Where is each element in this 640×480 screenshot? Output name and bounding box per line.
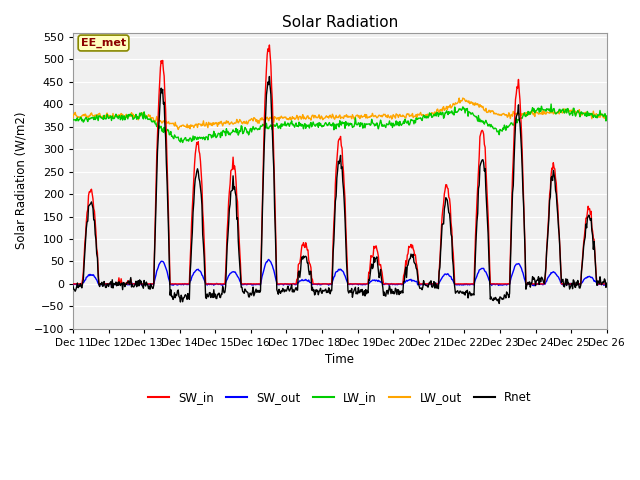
SW_in (241, 281, 248, 287)
Title: Solar Radiation: Solar Radiation (282, 15, 398, 30)
LW_in (547, 101, 555, 107)
SW_out (241, 282, 248, 288)
SW_out (417, 282, 424, 288)
Legend: SW_in, SW_out, LW_in, LW_out, Rnet: SW_in, SW_out, LW_in, LW_out, Rnet (143, 386, 537, 409)
SW_in (269, 127, 277, 132)
Line: SW_out: SW_out (73, 260, 640, 286)
SW_out (291, 282, 298, 288)
LW_in (637, 148, 640, 154)
Rnet (69, 283, 77, 289)
LW_in (290, 123, 298, 129)
LW_in (636, 150, 640, 156)
SW_in (637, 281, 640, 287)
Rnet (449, 255, 456, 261)
LW_out (241, 120, 249, 126)
LW_out (637, 118, 640, 124)
SW_in (266, 42, 273, 48)
Rnet (291, 288, 298, 294)
Rnet (269, 151, 277, 156)
LW_in (241, 128, 248, 134)
Line: SW_in: SW_in (73, 45, 640, 284)
SW_out (69, 282, 77, 288)
X-axis label: Time: Time (325, 353, 355, 366)
Y-axis label: Solar Radiation (W/m2): Solar Radiation (W/m2) (15, 112, 28, 250)
Rnet (136, 277, 143, 283)
SW_out (637, 282, 640, 288)
Rnet (637, 310, 640, 315)
SW_in (136, 281, 143, 287)
SW_out (449, 276, 456, 282)
LW_in (136, 110, 143, 116)
LW_out (291, 117, 298, 122)
SW_in (417, 281, 424, 287)
SW_out (136, 281, 143, 287)
LW_in (69, 117, 77, 123)
Rnet (241, 290, 248, 296)
SW_out (269, 265, 277, 271)
LW_out (69, 115, 77, 120)
SW_in (449, 243, 456, 249)
LW_in (448, 108, 456, 114)
LW_out (269, 114, 277, 120)
Line: LW_in: LW_in (73, 104, 640, 153)
SW_in (291, 281, 298, 287)
LW_out (459, 95, 467, 101)
LW_in (269, 127, 276, 132)
LW_out (174, 127, 182, 132)
LW_out (417, 109, 424, 115)
LW_in (416, 115, 424, 121)
Rnet (266, 73, 273, 79)
LW_out (449, 103, 456, 108)
Line: LW_out: LW_out (73, 98, 640, 130)
SW_out (265, 257, 273, 263)
Rnet (417, 286, 424, 291)
Rnet (635, 312, 640, 317)
SW_in (69, 281, 77, 287)
Line: Rnet: Rnet (73, 76, 640, 314)
Text: EE_met: EE_met (81, 38, 126, 48)
SW_out (530, 283, 538, 288)
LW_out (136, 114, 143, 120)
